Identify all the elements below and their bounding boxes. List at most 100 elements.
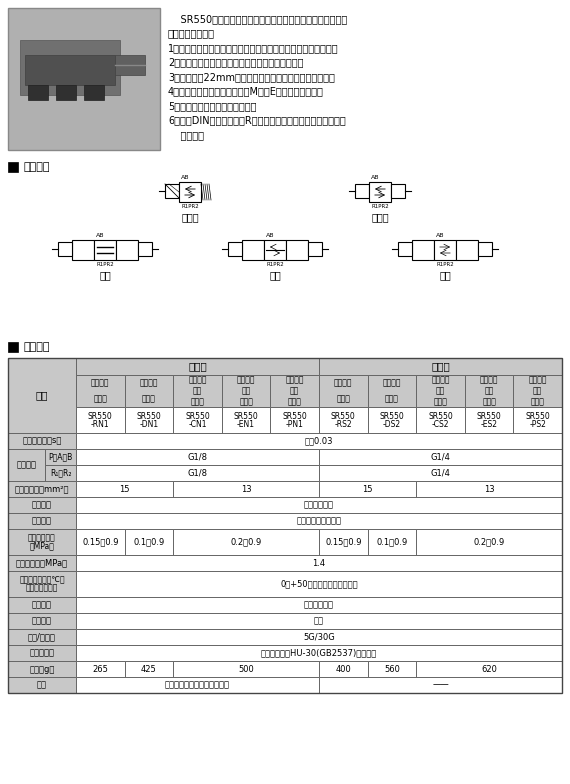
Text: 图形符号: 图形符号 [23, 162, 50, 172]
Text: 封闭式: 封闭式 [434, 397, 447, 406]
Bar [46, 465, 76, 481]
Bar [76, 465, 319, 481]
Text: 自由: 自由 [314, 616, 324, 626]
Text: 三位五通: 三位五通 [237, 376, 255, 385]
Text: 手动方式: 手动方式 [32, 601, 52, 609]
Bar [416, 481, 562, 497]
Text: （MPa）: （MPa） [30, 542, 55, 550]
Text: 指示灯。: 指示灯。 [168, 130, 204, 140]
Text: 防锈汽轮机油HU-30(GB2537)或相当品: 防锈汽轮机油HU-30(GB2537)或相当品 [261, 648, 377, 658]
Bar [76, 571, 562, 597]
Text: SR550: SR550 [331, 412, 356, 420]
Bar [46, 449, 76, 465]
Text: 安装方式: 安装方式 [32, 616, 52, 626]
Text: 三位五通: 三位五通 [188, 376, 207, 385]
Bar [125, 529, 173, 555]
Text: 15: 15 [119, 485, 130, 493]
Text: 15: 15 [363, 485, 373, 493]
Text: 0.15至0.9: 0.15至0.9 [82, 538, 119, 546]
Text: 0.1至0.9: 0.1至0.9 [376, 538, 408, 546]
Bar [138, 242, 152, 256]
Bar [76, 629, 562, 645]
Bar [125, 661, 173, 677]
Bar [8, 449, 46, 481]
Text: -CN1: -CN1 [188, 419, 207, 429]
Text: SR550: SR550 [185, 412, 210, 420]
Bar [76, 358, 319, 375]
Text: 5G/30G: 5G/30G [303, 633, 335, 641]
Bar [286, 240, 308, 260]
Text: SR550: SR550 [428, 412, 453, 420]
Bar [28, 85, 48, 100]
Bar [8, 597, 76, 613]
Text: 接管螺纹: 接管螺纹 [17, 460, 36, 470]
Text: 双电控: 双电控 [142, 394, 156, 404]
Text: 阀换向时间（s）: 阀换向时间（s） [22, 437, 62, 445]
Bar [76, 497, 562, 513]
Text: SR550: SR550 [477, 412, 502, 420]
Text: 中封: 中封 [99, 270, 111, 280]
Text: 二位五通: 二位五通 [382, 379, 401, 387]
Bar [319, 375, 368, 407]
Text: R1PR2: R1PR2 [436, 262, 454, 267]
Bar [76, 645, 562, 661]
Bar [8, 661, 76, 677]
Text: 中间: 中间 [436, 387, 445, 395]
Text: R1PR2: R1PR2 [181, 204, 199, 209]
Text: 500: 500 [238, 665, 254, 673]
Bar [173, 407, 222, 433]
Text: 0.15至0.9: 0.15至0.9 [325, 538, 361, 546]
Bar [173, 481, 319, 497]
Text: 泄压式: 泄压式 [482, 397, 496, 406]
Bar [368, 407, 416, 433]
Text: 接下，可自锁: 接下，可自锁 [304, 601, 334, 609]
Text: R1PR2: R1PR2 [96, 262, 114, 267]
Text: 单电控: 单电控 [336, 394, 350, 404]
Text: 工作介质: 工作介质 [32, 500, 52, 510]
Bar [319, 481, 416, 497]
Bar [76, 375, 125, 407]
Text: 安装板（只限于单电控形式）: 安装板（只限于单电控形式） [165, 681, 230, 689]
Text: 二位五通: 二位五通 [91, 379, 109, 387]
Text: SR550: SR550 [526, 412, 550, 420]
Bar [8, 162, 18, 172]
Text: -PN1: -PN1 [286, 419, 304, 429]
Bar [308, 242, 322, 256]
Bar [76, 407, 125, 433]
Text: 三位五通: 三位五通 [528, 376, 547, 385]
Text: 中间: 中间 [484, 387, 494, 395]
Bar [8, 613, 76, 629]
Bar [222, 407, 270, 433]
Text: SR550小型电磁换向阀是一种由微电信号直接驱动的控制元: SR550小型电磁换向阀是一种由微电信号直接驱动的控制元 [168, 14, 347, 24]
Text: 管接式: 管接式 [188, 361, 207, 372]
Bar [94, 240, 116, 260]
Text: 560: 560 [384, 665, 400, 673]
Bar [76, 597, 562, 613]
Text: -DN1: -DN1 [139, 419, 158, 429]
Text: 环境及介质温度: 环境及介质温度 [26, 583, 58, 593]
Text: SR550: SR550 [234, 412, 258, 420]
Bar [222, 375, 270, 407]
Text: 耐检测压力（MPa）: 耐检测压力（MPa） [16, 558, 68, 568]
Bar [368, 529, 416, 555]
Bar [391, 184, 405, 198]
Text: SR550: SR550 [282, 412, 307, 420]
Bar [173, 661, 319, 677]
Bar [84, 85, 104, 100]
Bar [478, 242, 492, 256]
Text: ——: —— [432, 681, 449, 689]
Text: 单电控: 单电控 [181, 212, 199, 222]
Bar [173, 375, 222, 407]
Text: 封闭式: 封闭式 [190, 397, 205, 406]
Bar [76, 481, 173, 497]
Text: -ES2: -ES2 [481, 419, 498, 429]
Bar [8, 571, 76, 597]
Bar [319, 465, 562, 481]
Text: 不供油（也可供油）: 不供油（也可供油） [296, 517, 341, 525]
Text: 抗震/抗冲击: 抗震/抗冲击 [28, 633, 56, 641]
Bar [456, 240, 478, 260]
Bar [8, 358, 76, 433]
Bar [76, 513, 562, 529]
Text: 三位五通: 三位五通 [286, 376, 304, 385]
Text: G1/4: G1/4 [430, 452, 450, 462]
